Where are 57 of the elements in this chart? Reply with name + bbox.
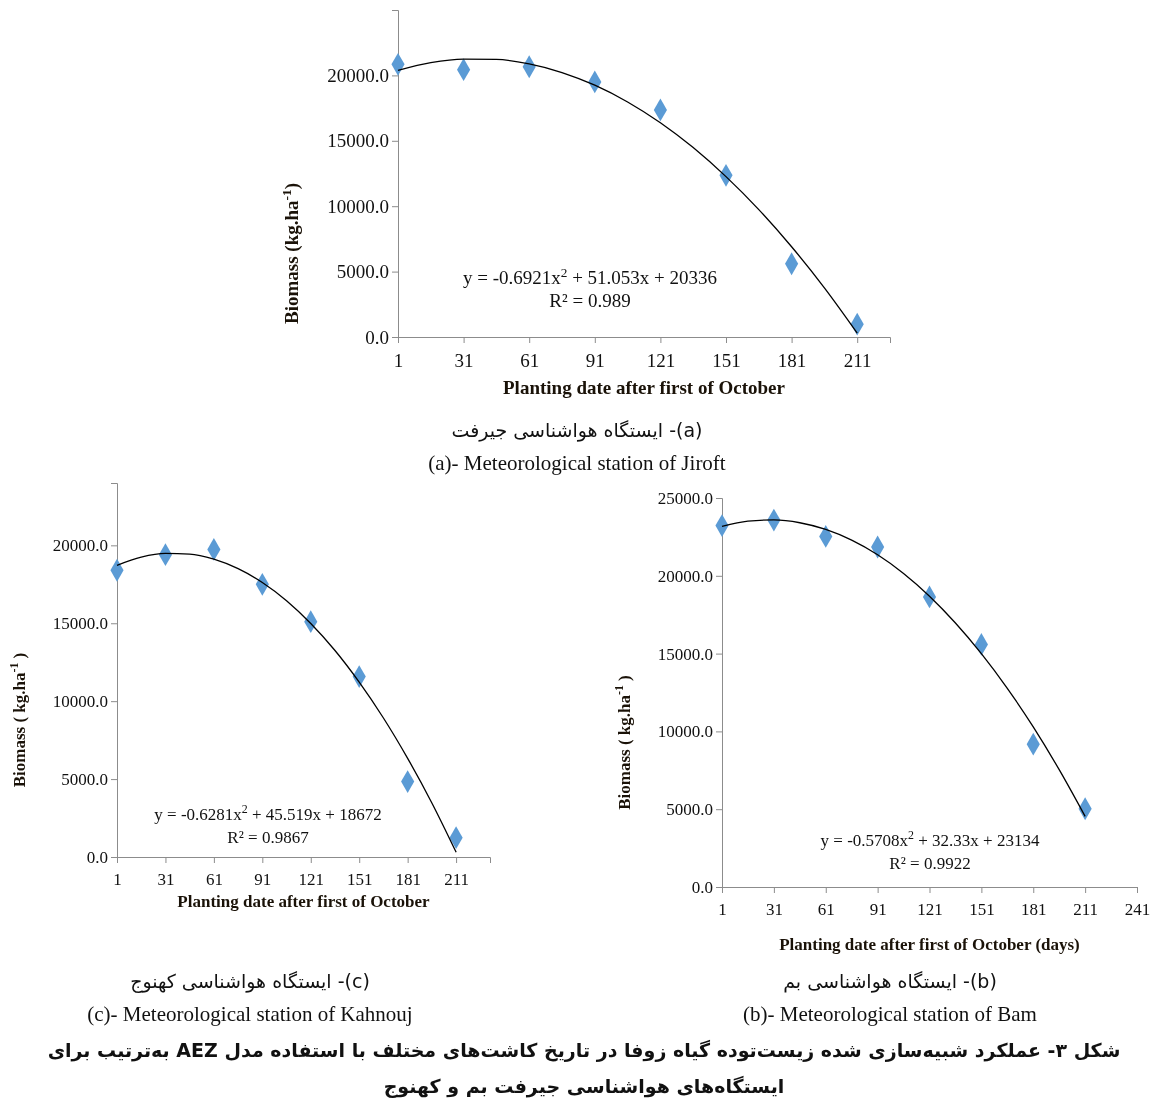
x-tick-label: 31 — [157, 869, 175, 889]
x-tick-label: 31 — [765, 899, 783, 919]
x-tick-label: 91 — [585, 349, 605, 371]
x-tick-label: 91 — [869, 899, 887, 919]
x-tick-label: 61 — [817, 899, 835, 919]
x-tick-label: 1 — [718, 899, 727, 919]
text: (a)- ایستگاه هواشناسی جیرفت — [451, 419, 703, 442]
text: (b)- ایستگاه هواشناسی بم — [783, 970, 997, 993]
x-tick-label: 241 — [1124, 899, 1151, 919]
y-tick-label: 20000.0 — [52, 536, 108, 556]
x-tick-label: 151 — [969, 899, 995, 919]
x-tick-label: 181 — [777, 349, 807, 371]
x-tick-label: 1 — [393, 349, 404, 371]
y-tick-label: 0.0 — [86, 847, 108, 867]
y-tick-label: 5000.0 — [61, 770, 108, 790]
text: (a)- Meteorological station of Jiroft — [428, 451, 726, 475]
y-tick-label: 15000.0 — [657, 644, 713, 664]
y-tick-label: 0.0 — [691, 877, 713, 897]
x-tick-label: 211 — [843, 349, 872, 371]
x-tick-label: 151 — [346, 869, 373, 889]
y-tick-label: 10000.0 — [52, 692, 108, 712]
y-tick-label: 5000.0 — [666, 800, 713, 820]
y-tick-label: 20000.0 — [327, 64, 389, 86]
y-tick-label: 25000.0 — [657, 488, 713, 508]
annotation: R² = 0.989 — [549, 290, 631, 311]
y-tick-label: 10000.0 — [657, 722, 713, 742]
x-tick-label: 181 — [1021, 899, 1047, 919]
y-tick-label: 10000.0 — [327, 195, 389, 217]
y-tick-label: 0.0 — [365, 326, 389, 348]
x-tick-label: 61 — [205, 869, 223, 889]
x-tick-label: 181 — [395, 869, 421, 889]
x-tick-label: 151 — [712, 349, 741, 371]
x-tick-label: 31 — [454, 349, 474, 371]
y-tick-label: 15000.0 — [327, 130, 389, 152]
text: (c)- ایستگاه هواشناسی کهنوج — [130, 970, 370, 993]
text: (b)- Meteorological station of Bam — [743, 1002, 1037, 1026]
annotation: y = -0.6921x$^{2}$ + 51.053x + 20336 — [462, 264, 718, 288]
x-tick-label: 121 — [917, 899, 943, 919]
x-tick-label: 61 — [520, 349, 540, 371]
x-axis-title: Planting date after first of October — [503, 377, 786, 398]
x-tick-label: 211 — [1073, 899, 1099, 919]
annotation: y = -0.5708x$^{2}$ + 32.33x + 23134 — [820, 828, 1040, 850]
text: (c)- Meteorological station of Kahnouj — [87, 1002, 413, 1026]
x-tick-label: 91 — [254, 869, 272, 889]
x-tick-label: 1 — [113, 869, 122, 889]
x-axis-title: Planting date after first of October — [177, 892, 431, 911]
annotation: R² = 0.9867 — [227, 828, 310, 847]
x-tick-label: 121 — [646, 349, 676, 371]
annotation: R² = 0.9922 — [889, 854, 971, 873]
text: شکل ۳- عملکرد شبیه‌سازی شده زیست‌توده گیاه زوفا در تاریخ کاشت‌های مختلف با استفاده مدل AEZ به‌ترتیب برای ایستگاه‌های هواشناسی جیرفت بم و کهنوج — [47, 1039, 1121, 1098]
x-tick-label: 211 — [444, 869, 470, 889]
x-axis-title: Planting date after first of October (days) — [779, 935, 1080, 954]
y-tick-label: 20000.0 — [657, 566, 713, 586]
annotation: y = -0.6281x$^{2}$ + 45.519x + 18672 — [154, 802, 382, 824]
x-tick-label: 121 — [298, 869, 325, 889]
y-tick-label: 5000.0 — [336, 261, 389, 283]
y-tick-label: 15000.0 — [52, 614, 108, 634]
